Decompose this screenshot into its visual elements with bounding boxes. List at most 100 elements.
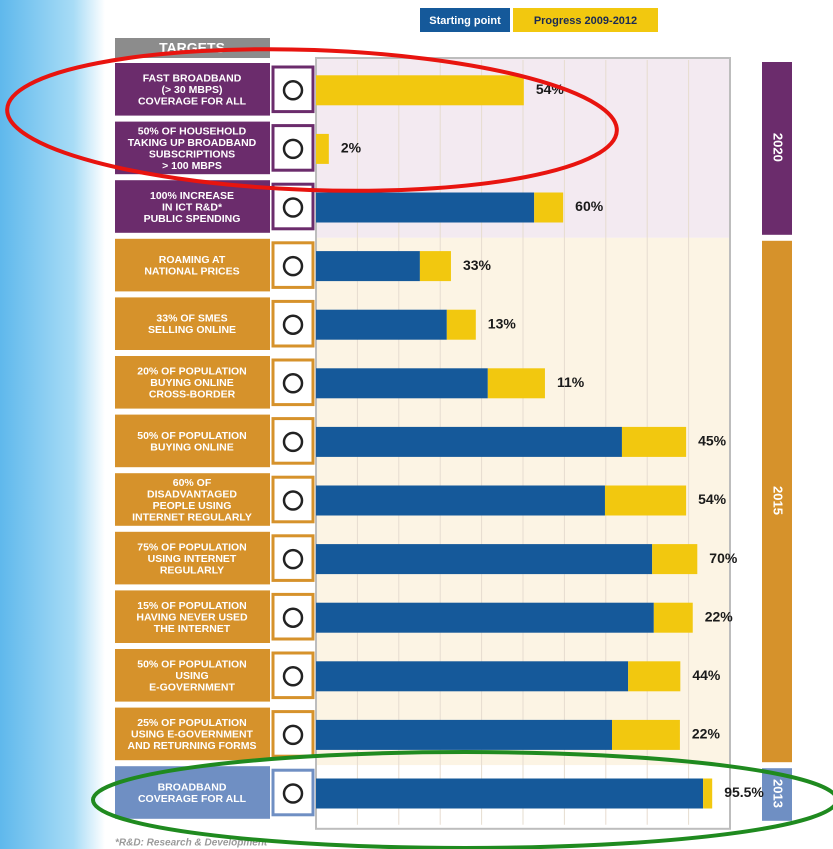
target-label: ROAMING AT: [159, 254, 226, 266]
target-label: E-GOVERNMENT: [149, 682, 235, 694]
progress-label: 2%: [341, 140, 362, 156]
legend-swatch: [420, 8, 510, 32]
progress-label: 45%: [698, 433, 727, 449]
target-label: 50% OF HOUSEHOLD: [138, 125, 247, 137]
target-label: 20% OF POPULATION: [137, 366, 247, 378]
bar-segment: [316, 602, 654, 633]
target-box: [115, 121, 270, 175]
target-box: [115, 590, 270, 643]
icon-box: [271, 299, 315, 348]
green-highlight: [91, 750, 833, 849]
target-label: BUYING ONLINE: [150, 441, 233, 453]
target-label: COVERAGE FOR ALL: [138, 793, 247, 805]
target-label: HAVING NEVER USED: [136, 611, 248, 623]
bar-segment: [652, 544, 698, 575]
bar-segment: [446, 309, 476, 340]
target-label: REGULARLY: [160, 564, 224, 576]
icon: [282, 607, 304, 628]
target-box: [115, 238, 270, 292]
target-label: 33% OF SMES: [156, 313, 227, 325]
legend-swatch: [513, 8, 658, 32]
icon: [282, 724, 304, 746]
icon-box: [271, 241, 315, 289]
progress-label: 22%: [705, 608, 734, 624]
bar-segment: [419, 251, 451, 282]
bar-segment: [487, 368, 545, 399]
icon-box: [271, 710, 315, 758]
target-label: > 100 MBPS: [162, 160, 222, 172]
target-label: SUBSCRIPTIONS: [149, 148, 235, 160]
target-label: BROADBAND: [158, 782, 227, 794]
red-highlight: [5, 47, 619, 193]
progress-label: 54%: [698, 491, 727, 507]
target-box: [115, 473, 270, 526]
legend-label: Progress 2009-2012: [534, 15, 637, 27]
period-label: 2015: [771, 486, 786, 515]
target-box: [115, 356, 270, 409]
icon-box: [271, 651, 315, 700]
icon-box: [271, 534, 315, 582]
target-box: [115, 180, 270, 233]
icon: [282, 80, 304, 101]
icon-box: [271, 358, 315, 407]
target-label: 75% OF POPULATION: [137, 541, 247, 553]
target-box: [115, 414, 270, 468]
icon: [282, 431, 304, 453]
target-label: 15% OF POPULATION: [137, 600, 247, 612]
bar-segment: [703, 778, 713, 809]
target-label: TAKING UP BROADBAND: [128, 137, 257, 149]
bar-segment: [316, 309, 447, 340]
target-box: [115, 297, 270, 350]
target-label: PEOPLE USING: [153, 500, 232, 512]
progress-label: 44%: [692, 667, 721, 683]
bar-segment: [604, 485, 687, 516]
target-label: FAST BROADBAND: [143, 73, 242, 85]
bar-segment: [316, 133, 329, 164]
bar-segment: [653, 602, 693, 633]
period-box: [762, 62, 792, 235]
icon-box: [271, 124, 315, 172]
bar-segment: [316, 485, 605, 516]
target-label: (> 30 MBPS): [162, 84, 223, 96]
period-label: 2020: [771, 133, 786, 162]
bar-segment: [534, 192, 564, 223]
icon: [282, 197, 304, 218]
bar-segment: [316, 192, 535, 223]
period-label: 2013: [771, 779, 786, 808]
footnote: *R&D: Research & Development: [115, 838, 268, 849]
bar-segment: [316, 368, 488, 399]
icon-box: [271, 417, 315, 465]
bar-segment: [316, 778, 704, 809]
bar-segment: [316, 544, 653, 575]
target-label: PUBLIC SPENDING: [144, 213, 241, 225]
bar-segment: [628, 661, 681, 692]
target-label: CROSS-BORDER: [149, 389, 236, 401]
side-strip: [0, 0, 105, 849]
icon: [282, 373, 304, 394]
progress-label: 70%: [709, 550, 738, 566]
target-label: INTERNET REGULARLY: [132, 512, 252, 524]
target-label: AND RETURNING FORMS: [128, 740, 257, 752]
target-label: DISADVANTAGED: [147, 489, 237, 501]
target-label: SELLING ONLINE: [148, 324, 236, 336]
target-label: 50% OF POPULATION: [137, 430, 247, 442]
target-label: THE INTERNET: [154, 623, 231, 635]
plot: Starting point Progress 2009-2012TARGETS2…: [115, 8, 792, 849]
progress-label: 13%: [488, 315, 517, 331]
target-label: 50% OF POPULATION: [137, 659, 247, 671]
target-box: [115, 63, 270, 116]
target-label: COVERAGE FOR ALL: [138, 96, 247, 108]
icon-box: [271, 768, 315, 817]
progress-label: 11%: [557, 374, 585, 390]
target-label: BUYING ONLINE: [150, 377, 233, 389]
target-box: [115, 531, 270, 585]
bar-segment: [316, 251, 420, 282]
bar-segment: [612, 719, 680, 750]
icon: [282, 138, 304, 160]
progress-label: 22%: [692, 726, 721, 742]
legend-label: Starting point: [429, 15, 501, 27]
progress-label: 95.5%: [724, 784, 764, 800]
icon-box: [271, 475, 315, 524]
bar-segment: [316, 719, 613, 750]
